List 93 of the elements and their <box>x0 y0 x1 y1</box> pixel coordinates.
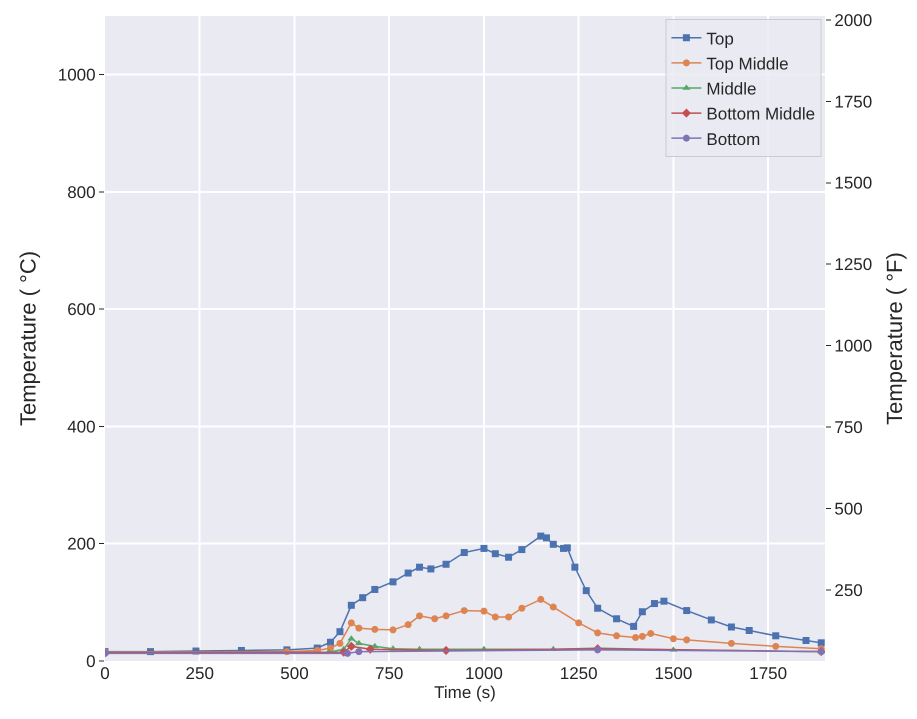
point <box>416 612 424 620</box>
point <box>460 607 468 614</box>
point <box>818 639 825 646</box>
point <box>575 619 582 626</box>
point <box>460 549 468 556</box>
point <box>404 621 412 628</box>
point <box>348 602 355 609</box>
point <box>660 598 668 605</box>
point <box>802 636 810 644</box>
point <box>442 612 450 620</box>
x-tick-label: 750 <box>375 664 404 683</box>
point <box>746 627 753 634</box>
point <box>613 615 620 622</box>
point <box>537 596 544 603</box>
point <box>480 608 488 615</box>
point <box>326 638 334 646</box>
point <box>594 604 602 612</box>
point <box>708 616 715 624</box>
y2-tick-label: 750 <box>834 418 863 438</box>
point <box>346 642 356 651</box>
point <box>390 578 396 586</box>
y2-tick-label: 1500 <box>834 174 872 193</box>
point <box>354 640 363 646</box>
point <box>550 540 557 548</box>
point <box>772 632 780 640</box>
point <box>336 628 344 636</box>
point <box>670 635 677 642</box>
y2-tick-label: 1000 <box>834 336 872 356</box>
y2-tick-label: 1750 <box>834 92 872 112</box>
point <box>416 564 424 571</box>
point <box>492 614 499 621</box>
point <box>638 632 646 640</box>
point <box>348 619 355 626</box>
y2-tick-label: 1250 <box>834 255 872 274</box>
point <box>582 587 590 594</box>
y2-tick-label: 250 <box>834 580 863 600</box>
point <box>542 534 550 542</box>
point <box>518 546 526 554</box>
x-tick-label: 250 <box>186 664 214 683</box>
x-tick-label: 1250 <box>560 664 598 683</box>
y-tick-label: 1000 <box>58 66 96 85</box>
point <box>427 565 434 572</box>
point <box>344 650 352 657</box>
point <box>683 607 690 614</box>
x-tick-label: 0 <box>100 664 110 683</box>
point <box>359 594 366 602</box>
point <box>613 632 620 640</box>
point <box>638 608 646 616</box>
point <box>650 600 658 608</box>
point <box>505 614 512 621</box>
x-tick-label: 500 <box>280 664 309 683</box>
x-tick-label: 1000 <box>465 664 503 683</box>
x-axis-title: Time (s) <box>434 683 496 702</box>
y-tick-label: 200 <box>67 534 96 554</box>
point <box>480 544 488 552</box>
y-tick-label: 800 <box>67 182 96 202</box>
point <box>355 624 362 632</box>
legend-label: Top Middle <box>706 54 789 74</box>
legend-label: Bottom <box>706 130 760 149</box>
y-axis-title: Temperature ( °C) <box>16 250 41 426</box>
point <box>336 640 344 647</box>
x-tick-label: 1500 <box>654 664 692 683</box>
point <box>371 586 378 593</box>
point <box>492 550 499 558</box>
point <box>390 626 396 634</box>
y2-axis-title: Temperature ( °F) <box>882 252 908 425</box>
point <box>505 554 512 561</box>
legend-label: Top <box>706 29 734 48</box>
point <box>564 544 571 552</box>
y-tick-label: 0 <box>86 652 96 671</box>
point <box>728 640 735 647</box>
legend-label: Middle <box>706 80 756 99</box>
point <box>632 634 640 642</box>
y2-tick-label: 500 <box>834 500 863 518</box>
point <box>442 560 450 568</box>
y-tick-label: 400 <box>67 417 96 436</box>
y2-tick-label: 2000 <box>834 10 872 30</box>
point <box>683 636 690 644</box>
point <box>728 623 735 630</box>
point <box>371 626 378 633</box>
point <box>571 564 578 571</box>
point <box>404 570 412 577</box>
point <box>518 604 526 612</box>
point <box>647 630 654 637</box>
point <box>550 604 557 611</box>
legend-label: Bottom Middle <box>706 104 816 124</box>
x-tick-label: 1750 <box>749 664 788 683</box>
point <box>355 648 362 656</box>
point <box>772 642 780 650</box>
point <box>431 615 438 622</box>
point <box>630 622 638 630</box>
point <box>594 629 602 636</box>
y-tick-label: 600 <box>67 300 96 320</box>
